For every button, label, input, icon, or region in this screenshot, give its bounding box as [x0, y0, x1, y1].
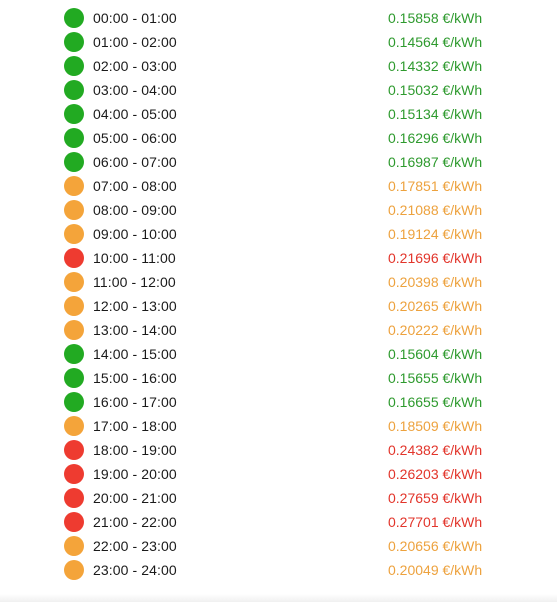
- list-item: 05:00 - 06:00 0.16296 €/kWh: [64, 126, 494, 150]
- status-dot-icon: [64, 224, 84, 244]
- time-range-label: 00:00 - 01:00: [93, 10, 177, 26]
- price-value: 0.21696 €/kWh: [388, 250, 483, 266]
- list-item: 18:00 - 19:00 0.24382 €/kWh: [64, 438, 494, 462]
- time-range-label: 12:00 - 13:00: [93, 298, 177, 314]
- price-value: 0.27701 €/kWh: [388, 514, 483, 530]
- status-dot-icon: [64, 152, 84, 172]
- price-value: 0.20398 €/kWh: [388, 274, 483, 290]
- status-dot-icon: [64, 416, 84, 436]
- time-range-label: 01:00 - 02:00: [93, 34, 177, 50]
- status-dot-icon: [64, 8, 84, 28]
- list-item: 14:00 - 15:00 0.15604 €/kWh: [64, 342, 494, 366]
- price-value: 0.15134 €/kWh: [388, 106, 483, 122]
- price-value: 0.15604 €/kWh: [388, 346, 483, 362]
- list-item: 15:00 - 16:00 0.15655 €/kWh: [64, 366, 494, 390]
- time-range-label: 07:00 - 08:00: [93, 178, 177, 194]
- time-range-label: 13:00 - 14:00: [93, 322, 177, 338]
- price-value: 0.17851 €/kWh: [388, 178, 483, 194]
- price-value: 0.20222 €/kWh: [388, 322, 483, 338]
- list-item: 16:00 - 17:00 0.16655 €/kWh: [64, 390, 494, 414]
- time-range-label: 14:00 - 15:00: [93, 346, 177, 362]
- status-dot-icon: [64, 488, 84, 508]
- price-value: 0.14332 €/kWh: [388, 58, 483, 74]
- time-range-label: 21:00 - 22:00: [93, 514, 177, 530]
- list-item: 00:00 - 01:00 0.15858 €/kWh: [64, 6, 494, 30]
- bottom-edge-shadow: [0, 594, 557, 602]
- time-range-label: 04:00 - 05:00: [93, 106, 177, 122]
- time-range-label: 15:00 - 16:00: [93, 370, 177, 386]
- list-item: 06:00 - 07:00 0.16987 €/kWh: [64, 150, 494, 174]
- price-value: 0.20265 €/kWh: [388, 298, 483, 314]
- time-range-label: 10:00 - 11:00: [93, 250, 176, 266]
- list-item: 01:00 - 02:00 0.14564 €/kWh: [64, 30, 494, 54]
- status-dot-icon: [64, 104, 84, 124]
- price-value: 0.20049 €/kWh: [388, 562, 483, 578]
- list-item: 09:00 - 10:00 0.19124 €/kWh: [64, 222, 494, 246]
- time-range-label: 08:00 - 09:00: [93, 202, 177, 218]
- list-item: 11:00 - 12:00 0.20398 €/kWh: [64, 270, 494, 294]
- status-dot-icon: [64, 176, 84, 196]
- price-value: 0.16987 €/kWh: [388, 154, 483, 170]
- time-range-label: 20:00 - 21:00: [93, 490, 177, 506]
- status-dot-icon: [64, 248, 84, 268]
- price-value: 0.16655 €/kWh: [388, 394, 483, 410]
- status-dot-icon: [64, 320, 84, 340]
- list-item: 22:00 - 23:00 0.20656 €/kWh: [64, 534, 494, 558]
- price-value: 0.15655 €/kWh: [388, 370, 483, 386]
- list-item: 19:00 - 20:00 0.26203 €/kWh: [64, 462, 494, 486]
- status-dot-icon: [64, 296, 84, 316]
- price-value: 0.20656 €/kWh: [388, 538, 483, 554]
- price-value: 0.14564 €/kWh: [388, 34, 483, 50]
- list-item: 03:00 - 04:00 0.15032 €/kWh: [64, 78, 494, 102]
- list-item: 23:00 - 24:00 0.20049 €/kWh: [64, 558, 494, 582]
- status-dot-icon: [64, 464, 84, 484]
- time-range-label: 03:00 - 04:00: [93, 82, 177, 98]
- list-item: 10:00 - 11:00 0.21696 €/kWh: [64, 246, 494, 270]
- list-item: 08:00 - 09:00 0.21088 €/kWh: [64, 198, 494, 222]
- status-dot-icon: [64, 536, 84, 556]
- time-range-label: 22:00 - 23:00: [93, 538, 177, 554]
- list-item: 20:00 - 21:00 0.27659 €/kWh: [64, 486, 494, 510]
- price-value: 0.24382 €/kWh: [388, 442, 483, 458]
- time-range-label: 02:00 - 03:00: [93, 58, 177, 74]
- status-dot-icon: [64, 200, 84, 220]
- time-range-label: 11:00 - 12:00: [93, 274, 176, 290]
- status-dot-icon: [64, 560, 84, 580]
- list-item: 04:00 - 05:00 0.15134 €/kWh: [64, 102, 494, 126]
- status-dot-icon: [64, 512, 84, 532]
- list-item: 21:00 - 22:00 0.27701 €/kWh: [64, 510, 494, 534]
- list-item: 17:00 - 18:00 0.18509 €/kWh: [64, 414, 494, 438]
- status-dot-icon: [64, 80, 84, 100]
- status-dot-icon: [64, 440, 84, 460]
- price-value: 0.15858 €/kWh: [388, 10, 483, 26]
- status-dot-icon: [64, 128, 84, 148]
- time-range-label: 19:00 - 20:00: [93, 466, 177, 482]
- price-value: 0.27659 €/kWh: [388, 490, 483, 506]
- status-dot-icon: [64, 344, 84, 364]
- list-item: 13:00 - 14:00 0.20222 €/kWh: [64, 318, 494, 342]
- list-item: 12:00 - 13:00 0.20265 €/kWh: [64, 294, 494, 318]
- list-item: 07:00 - 08:00 0.17851 €/kWh: [64, 174, 494, 198]
- time-range-label: 16:00 - 17:00: [93, 394, 177, 410]
- status-dot-icon: [64, 392, 84, 412]
- time-range-label: 18:00 - 19:00: [93, 442, 177, 458]
- price-value: 0.16296 €/kWh: [388, 130, 483, 146]
- time-range-label: 06:00 - 07:00: [93, 154, 177, 170]
- time-range-label: 05:00 - 06:00: [93, 130, 177, 146]
- list-item: 02:00 - 03:00 0.14332 €/kWh: [64, 54, 494, 78]
- price-value: 0.26203 €/kWh: [388, 466, 483, 482]
- time-range-label: 23:00 - 24:00: [93, 562, 177, 578]
- status-dot-icon: [64, 368, 84, 388]
- price-value: 0.15032 €/kWh: [388, 82, 483, 98]
- price-value: 0.21088 €/kWh: [388, 202, 483, 218]
- status-dot-icon: [64, 272, 84, 292]
- status-dot-icon: [64, 56, 84, 76]
- price-value: 0.18509 €/kWh: [388, 418, 483, 434]
- status-dot-icon: [64, 32, 84, 52]
- hourly-price-list: 00:00 - 01:00 0.15858 €/kWh 01:00 - 02:00 0…: [64, 6, 494, 582]
- time-range-label: 09:00 - 10:00: [93, 226, 177, 242]
- price-value: 0.19124 €/kWh: [388, 226, 483, 242]
- time-range-label: 17:00 - 18:00: [93, 418, 177, 434]
